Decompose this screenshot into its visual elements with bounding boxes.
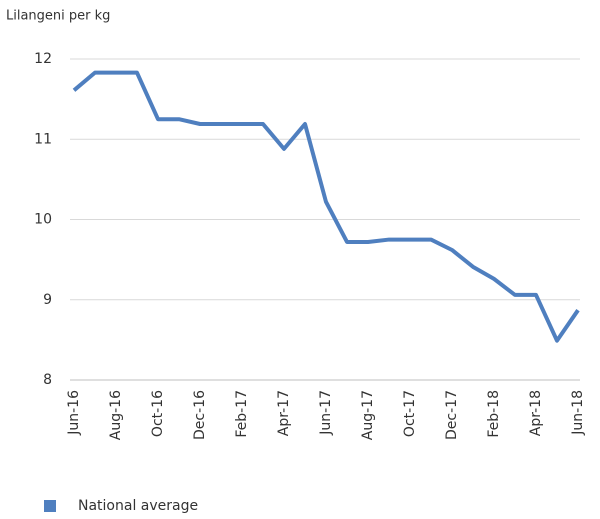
x-tick-label: Jun-16 — [66, 390, 82, 436]
y-tick-label: 8 — [43, 372, 52, 388]
x-tick-label: Dec-17 — [444, 390, 460, 440]
x-tick-label: Feb-17 — [234, 390, 250, 438]
x-tick-label: Feb-18 — [486, 390, 502, 438]
y-tick-label: 12 — [34, 51, 52, 67]
x-tick-label: Apr-17 — [276, 390, 292, 436]
x-tick-label: Oct-17 — [402, 390, 418, 437]
line — [72, 70, 580, 343]
legend-label: National average — [78, 498, 198, 514]
x-tick-label: Aug-16 — [108, 390, 124, 440]
y-tick-label: 9 — [43, 292, 52, 308]
x-tick-label: Dec-16 — [192, 390, 208, 440]
x-tick-label: Jun-17 — [318, 390, 334, 436]
y-tick-label: 10 — [34, 212, 52, 228]
x-tick-label: Jun-18 — [570, 390, 586, 436]
y-axis-label: Lilangeni per kg — [6, 9, 110, 24]
x-tick-label: Apr-18 — [528, 390, 544, 436]
y-tick-label: 11 — [34, 131, 52, 147]
x-tick-label: Oct-16 — [150, 390, 166, 437]
legend-swatch — [44, 500, 56, 512]
x-tick-label: Aug-17 — [360, 390, 376, 440]
